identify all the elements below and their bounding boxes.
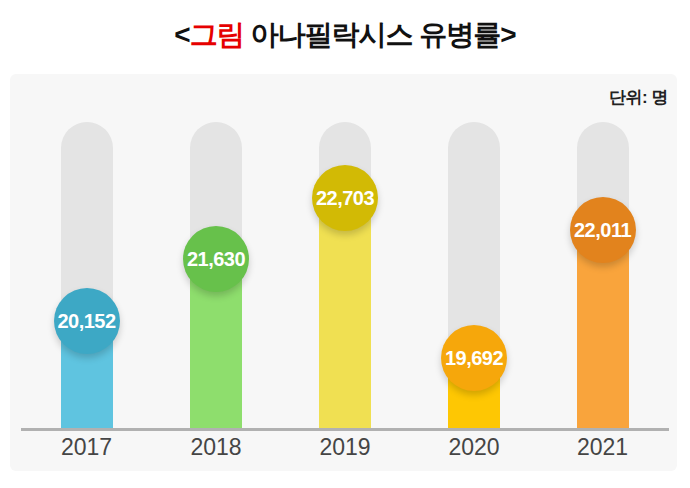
title-bracket-open: < (174, 19, 189, 50)
year-label: 2021 (533, 434, 673, 461)
value-label: 19,692 (445, 347, 503, 370)
value-label: 21,630 (187, 248, 245, 271)
value-bubble: 22,703 (312, 165, 378, 231)
unit-label: 단위: 명 (609, 86, 668, 109)
year-label: 2020 (404, 434, 544, 461)
x-axis-line (21, 428, 669, 431)
value-label: 20,152 (57, 310, 115, 333)
value-bubble: 20,152 (54, 288, 120, 354)
chart-panel: 단위: 명 20,152 2017 21,630 2018 22,703 201… (10, 74, 677, 471)
year-label: 2017 (17, 434, 157, 461)
bar (319, 198, 371, 428)
title-highlight: 그림 (190, 19, 244, 50)
title-bracket-close: > (500, 19, 515, 50)
chart-title: <그림 아나필락시스 유병률> (0, 16, 690, 54)
value-bubble: 21,630 (183, 226, 249, 292)
value-bubble: 22,011 (570, 197, 636, 263)
value-label: 22,703 (316, 187, 374, 210)
value-bubble: 19,692 (441, 325, 507, 391)
year-label: 2018 (146, 434, 286, 461)
value-label: 22,011 (574, 219, 631, 242)
year-label: 2019 (275, 434, 415, 461)
title-rest: 아나필락시스 유병률 (244, 19, 501, 50)
